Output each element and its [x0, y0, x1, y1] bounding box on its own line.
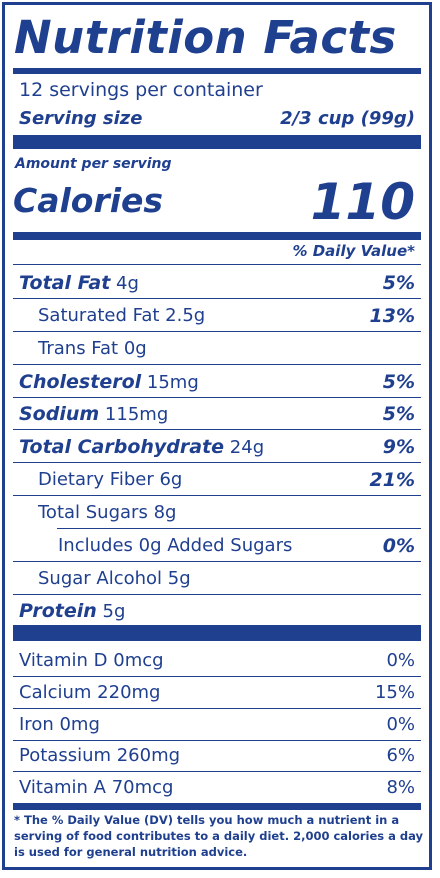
nutrient-dietary-fiber: Dietary Fiber 6g: [38, 469, 182, 490]
iron: Iron 0mg: [19, 714, 100, 735]
nutrient-name: Dietary Fiber: [38, 469, 154, 490]
potassium: Potassium 260mg: [19, 745, 181, 766]
nutrient-amount: 15mg: [146, 372, 199, 393]
rule: [13, 708, 421, 709]
nutrient-dv: 5%: [382, 272, 415, 294]
rule: [13, 740, 421, 741]
amount-per-serving: Amount per serving: [15, 156, 172, 172]
rule: [13, 594, 421, 595]
nutrient-dv: 0%: [382, 535, 415, 557]
nutrient-amount: 8g: [153, 502, 177, 523]
calories-value: 110: [310, 173, 415, 231]
serving-size-label: Serving size: [19, 108, 143, 129]
nutrient-total-carbohydrate: Total Carbohydrate 24g: [19, 436, 264, 458]
nutrient-amount: 6g: [159, 469, 183, 490]
nutrient-name: Sugar Alcohol: [38, 568, 163, 589]
calcium: Calcium 220mg: [19, 682, 161, 703]
rule: [13, 397, 421, 398]
nutrient-sodium: Sodium 115mg: [19, 403, 168, 425]
nutrient-name: Protein: [19, 600, 97, 622]
nutrient-total-fat: Total Fat 4g: [19, 272, 139, 294]
vitamin-dv: 15%: [374, 682, 415, 703]
daily-value-header: % Daily Value*: [292, 242, 415, 260]
nutrient-name: Total Fat: [19, 272, 111, 294]
nutrient-dv: 9%: [382, 436, 415, 458]
nutrient-amount: 115mg: [104, 404, 169, 425]
rule: [13, 676, 421, 677]
rule: [13, 495, 421, 496]
nutrient-added-sugars: Includes 0g Added Sugars: [58, 535, 293, 556]
rule: [13, 462, 421, 463]
nutrient-protein: Protein 5g: [19, 600, 125, 622]
rule: [13, 364, 421, 365]
nutrient-name: Total Sugars: [38, 502, 148, 523]
nutrient-amount: 5g: [102, 601, 126, 622]
nutrient-amount: 4g: [116, 273, 139, 294]
calories-label: Calories: [13, 181, 164, 220]
protein-divider: [13, 625, 421, 641]
nutrient-amount: 5g: [167, 568, 191, 589]
nutrient-sugar-alcohol: Sugar Alcohol 5g: [38, 568, 191, 589]
rule: [13, 561, 421, 562]
title-divider: [13, 68, 421, 74]
nutrient-amount: 24g: [229, 437, 265, 458]
nutrient-dv: 5%: [382, 403, 415, 425]
rule: [13, 429, 421, 430]
nutrient-name: Trans Fat: [38, 338, 119, 359]
vitamin-dv: 0%: [386, 650, 415, 671]
nutrient-amount: 2.5g: [165, 305, 206, 326]
rule: [57, 528, 421, 529]
serving-size-value: 2/3 cup (99g): [280, 108, 415, 129]
vitamin-dv: 0%: [386, 714, 415, 735]
nutrient-name: Cholesterol: [19, 371, 142, 393]
footnote: * The % Daily Value (DV) tells you how m…: [14, 813, 424, 859]
nutrient-cholesterol: Cholesterol 15mg: [19, 371, 199, 393]
nutrient-saturated-fat: Saturated Fat 2.5g: [38, 305, 205, 326]
nutrient-name: Saturated Fat: [38, 305, 160, 326]
calories-divider: [13, 232, 421, 240]
nutrient-name: Total Carbohydrate: [19, 436, 225, 458]
serving-divider: [13, 135, 421, 149]
rule: [13, 331, 421, 332]
vitamin-dv: 8%: [386, 777, 415, 798]
nutrient-name: Sodium: [19, 403, 100, 425]
vitamin-a: Vitamin A 70mcg: [19, 777, 174, 798]
nutrient-dv: 5%: [382, 371, 415, 393]
label-title: Nutrition Facts: [14, 11, 397, 64]
nutrient-amount: 0g: [123, 338, 147, 359]
vitamin-d: Vitamin D 0mcg: [19, 650, 164, 671]
rule: [13, 298, 421, 299]
vitamin-dv: 6%: [386, 745, 415, 766]
nutrient-dv: 21%: [369, 469, 415, 491]
nutrient-trans-fat: Trans Fat 0g: [38, 338, 147, 359]
rule: [13, 264, 421, 265]
servings-per-container: 12 servings per container: [19, 79, 263, 101]
footnote-divider: [13, 803, 421, 810]
rule: [13, 771, 421, 772]
nutrient-total-sugars: Total Sugars 8g: [38, 502, 176, 523]
nutrition-label: Nutrition Facts 12 servings per containe…: [2, 2, 432, 870]
nutrient-dv: 13%: [369, 305, 415, 327]
